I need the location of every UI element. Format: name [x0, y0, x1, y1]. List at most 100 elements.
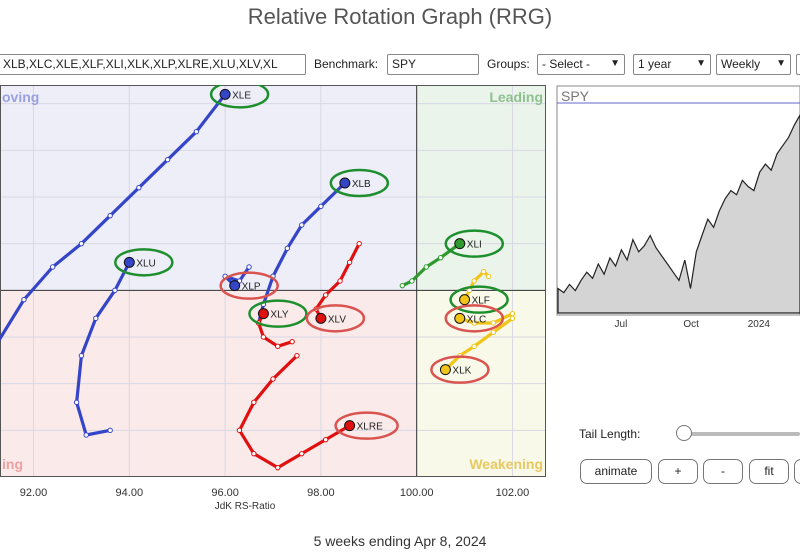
series-xlf: XLF	[449, 268, 509, 314]
quadrant-label-improving: oving	[2, 89, 39, 105]
chevron-down-icon: ▼	[696, 58, 706, 69]
tail-point	[409, 278, 415, 284]
tail-point	[509, 315, 516, 322]
tail-point	[399, 282, 406, 289]
groups-select[interactable]: - Select - ▼	[537, 54, 625, 75]
series-label: XLU	[136, 258, 155, 269]
benchmark-area	[557, 113, 800, 314]
benchmark-chart: SPY Jul Oct 2024	[556, 85, 800, 330]
tail-point	[356, 240, 362, 247]
benchmark-input[interactable]: SPY	[387, 54, 479, 75]
tail-point	[251, 399, 257, 406]
series-xly: XLY	[248, 299, 308, 350]
highlight-ellipse	[334, 411, 399, 440]
chevron-down-icon: ▼	[610, 58, 620, 69]
x-axis-label: JdK RS-Ratio	[215, 501, 276, 512]
tail-point	[437, 254, 444, 261]
tail-point	[107, 427, 113, 434]
tail-point	[21, 296, 27, 303]
head-point	[454, 312, 466, 324]
highlight-ellipse	[209, 85, 270, 109]
quadrant-label-weakening: Weakening	[469, 456, 543, 472]
series-label: XLE	[232, 90, 251, 101]
extra-select[interactable]	[796, 54, 800, 75]
series-xle: XLE	[0, 85, 270, 342]
highlight-ellipse	[449, 285, 509, 314]
series-label: XLB	[352, 179, 371, 190]
tail-point	[322, 292, 329, 298]
highlight-ellipse	[430, 355, 490, 384]
tail-point	[481, 268, 487, 275]
tail-point	[164, 156, 171, 163]
tail-point	[490, 320, 497, 326]
benchmark-label: Benchmark:	[314, 57, 379, 71]
series-xlp: XLP	[219, 264, 279, 300]
frequency-select[interactable]: Weekly ▼	[716, 54, 791, 75]
highlight-ellipse	[248, 299, 308, 328]
tail-point	[471, 320, 477, 326]
tail-point	[275, 343, 281, 350]
more-button[interactable]	[794, 459, 800, 484]
benchmark-x-tick-label: 2024	[748, 319, 771, 330]
tail-point	[78, 352, 85, 359]
tail-length-label: Tail Length:	[579, 427, 641, 441]
tail-point	[318, 203, 324, 210]
period-select[interactable]: 1 year ▼	[633, 54, 711, 75]
head-point	[344, 420, 356, 432]
series-label: XLI	[467, 240, 482, 251]
tail-point	[490, 329, 497, 336]
tail-point	[289, 338, 295, 345]
quadrant-label-lagging: ing	[2, 456, 23, 472]
head-point	[315, 312, 327, 324]
chevron-down-icon: ▼	[776, 58, 786, 69]
tail-length-slider[interactable]	[680, 432, 800, 436]
series-xlre: XLRE	[236, 352, 399, 471]
tail-point	[93, 315, 99, 322]
series-label: XLV	[328, 314, 346, 325]
x-tick-label: 98.00	[307, 487, 335, 499]
tail-point	[270, 376, 276, 382]
head-point	[454, 238, 466, 250]
series-label: XLK	[452, 366, 471, 377]
rrg-chart[interactable]: oving Leading ing Weakening 92.00 94.00 96.00…	[0, 85, 548, 515]
highlight-ellipse	[114, 248, 174, 277]
series-label: XLF	[472, 296, 490, 307]
tail-point	[136, 184, 142, 191]
benchmark-x-tick-label: Oct	[683, 319, 699, 330]
tail-point	[294, 352, 300, 359]
head-point	[459, 294, 471, 306]
highlight-ellipse	[305, 304, 366, 333]
series-label: XLC	[467, 314, 486, 325]
tail-point	[275, 464, 281, 471]
plus-button[interactable]: +	[658, 459, 698, 484]
tail-point	[485, 273, 492, 280]
minus-button[interactable]: -	[703, 459, 743, 484]
fit-button[interactable]: fit	[749, 459, 789, 484]
series-label: XLY	[270, 310, 288, 321]
tail-point	[299, 450, 305, 457]
head-point	[439, 364, 451, 376]
series-xlv: XLV	[305, 240, 366, 333]
tail-point	[49, 264, 56, 270]
tail-length-slider-handle[interactable]	[676, 425, 692, 441]
x-tick-label: 96.00	[211, 487, 239, 499]
series-xli: XLI	[399, 229, 505, 289]
symbols-input[interactable]: XLB,XLC,XLE,XLF,XLI,XLK,XLP,XLRE,XLU,XLV…	[0, 54, 306, 75]
tail-point	[83, 432, 89, 438]
tail-point	[284, 245, 291, 252]
tail-point	[471, 343, 477, 350]
head-point	[219, 88, 231, 100]
series-xlc: XLC	[444, 304, 516, 333]
tail-point	[260, 334, 267, 340]
tail-point	[299, 222, 305, 228]
head-point	[229, 280, 241, 292]
period-select-value: 1 year	[638, 57, 672, 71]
plot-frame	[0, 85, 546, 477]
animate-button[interactable]: animate	[580, 459, 652, 484]
tail-point	[193, 128, 200, 135]
tail-point	[107, 212, 113, 219]
series-label: XLP	[242, 282, 261, 293]
tail-point	[346, 259, 353, 266]
period-caption: 5 weeks ending Apr 8, 2024	[313, 533, 487, 549]
groups-label: Groups:	[487, 57, 530, 71]
